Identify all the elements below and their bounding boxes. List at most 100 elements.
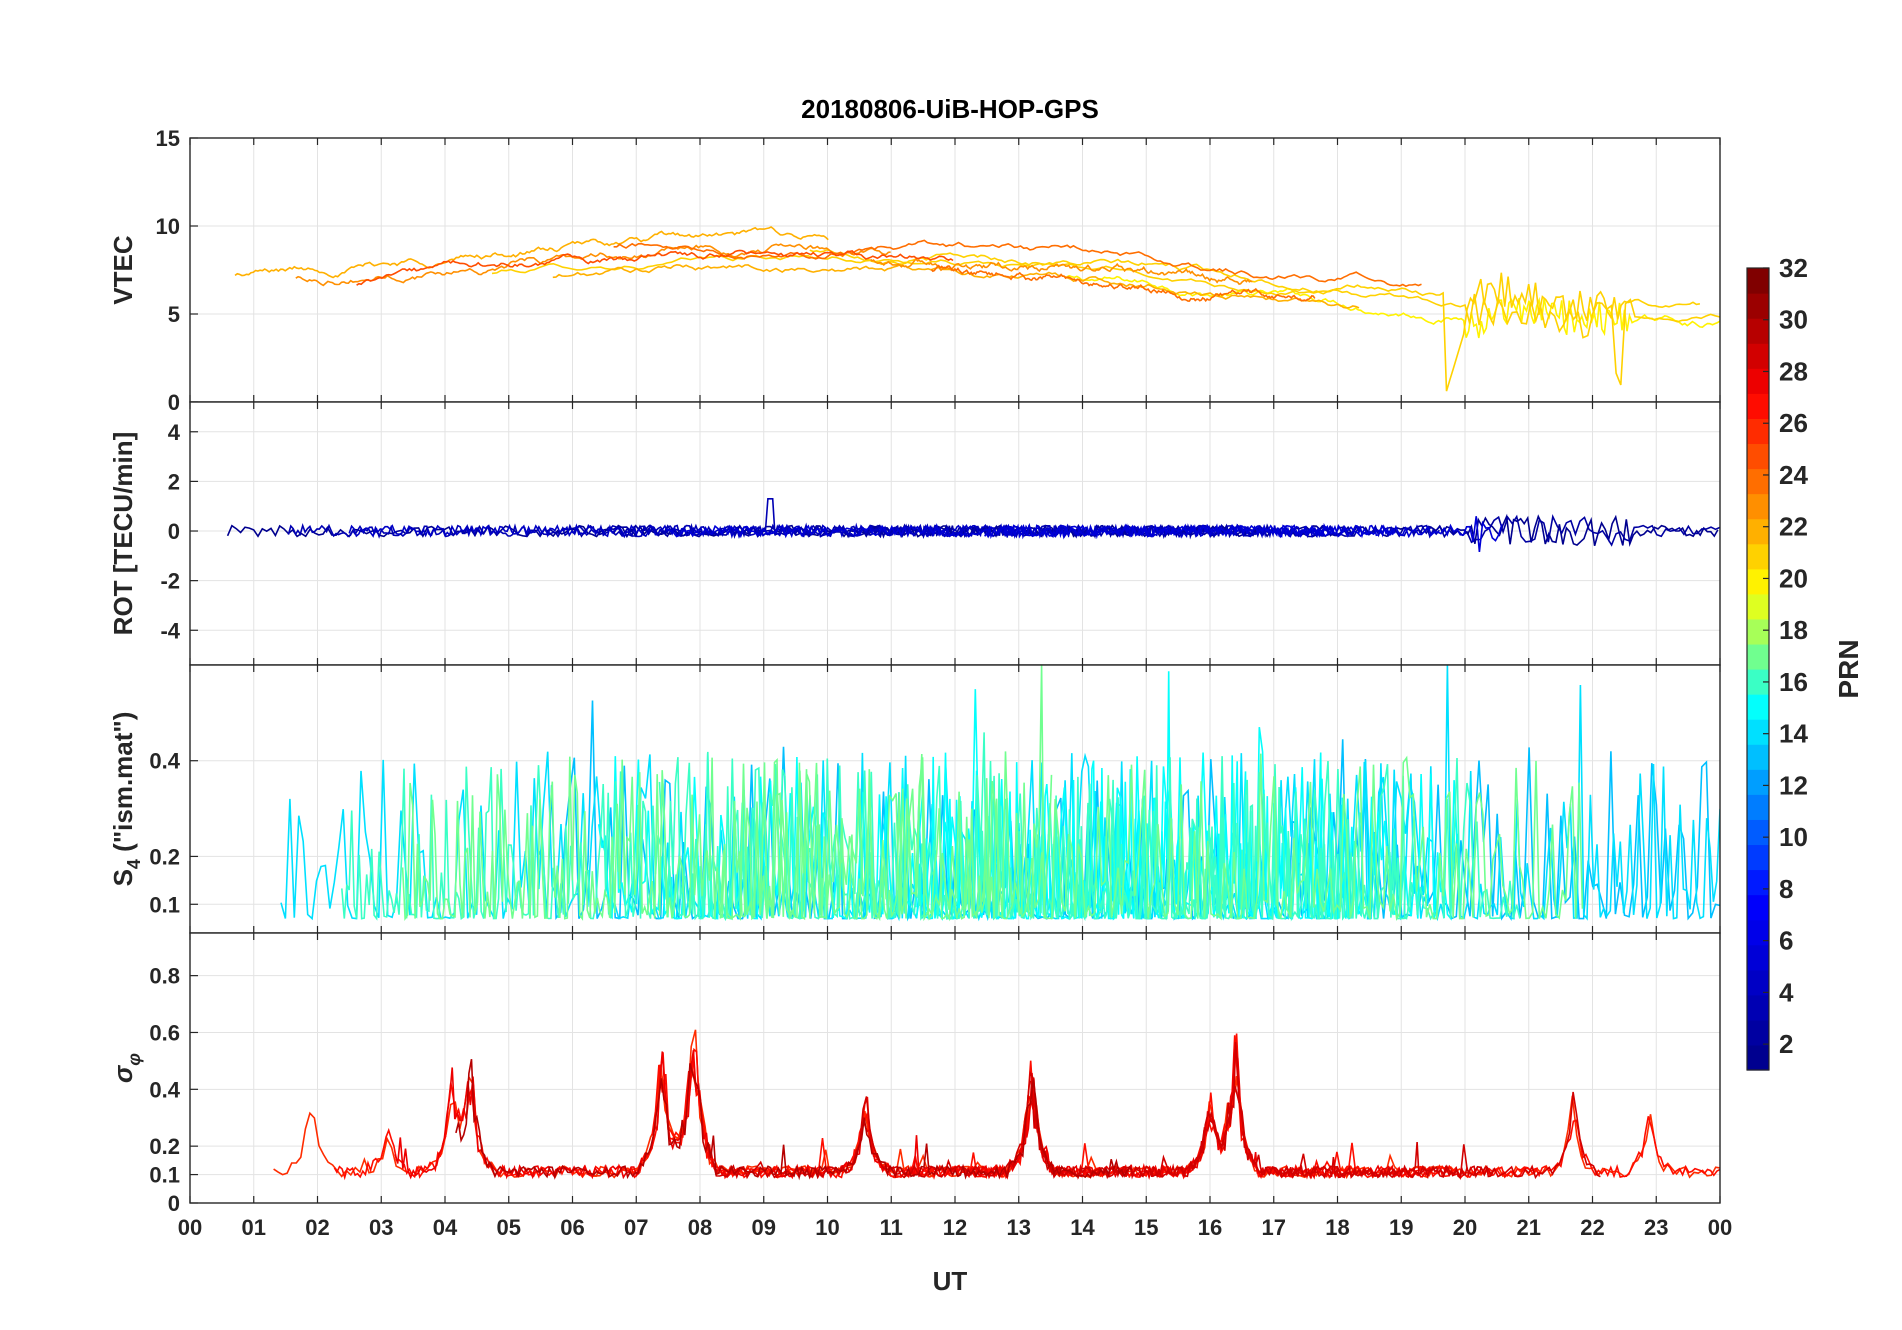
colorbar-segment [1747, 543, 1769, 570]
vtec-ytick-label: 5 [168, 302, 180, 327]
sigma-ytick-label: 0.4 [149, 1077, 180, 1102]
colorbar-tick-label: 26 [1779, 408, 1808, 438]
colorbar-segment [1747, 819, 1769, 846]
colorbar-tick-label: 14 [1779, 719, 1808, 749]
rot-ytick-label: 4 [168, 420, 181, 445]
vtec-series-prn-22 [234, 226, 829, 279]
x-tick-label: 21 [1517, 1215, 1541, 1240]
panel-sigma: 0 0.1 0.2 0.4 0.6 0.8 σφ [108, 932, 1721, 1216]
colorbar-tick-label: 16 [1779, 667, 1808, 697]
colorbar-segment [1747, 393, 1769, 419]
x-tick-label: 02 [305, 1215, 329, 1240]
colorbar-segment [1747, 969, 1769, 996]
colorbar-segment [1747, 493, 1769, 520]
x-tick-label: 07 [624, 1215, 648, 1240]
colorbar-tick-label: 24 [1779, 460, 1808, 490]
rot-traces [226, 498, 1720, 552]
colorbar-segment [1747, 593, 1769, 620]
x-tick-label: 18 [1325, 1215, 1349, 1240]
panel-s4: 0.1 0.2 0.4S4 ("ism.mat") [108, 664, 1721, 934]
colorbar-segment [1747, 719, 1769, 745]
vtec-traces [234, 226, 1720, 392]
rot-series-prn-3 [287, 498, 910, 540]
colorbar-segment [1747, 568, 1769, 595]
x-tick-label: 09 [752, 1215, 776, 1240]
x-tick-label: 14 [1070, 1215, 1095, 1240]
colorbar-segment [1747, 894, 1769, 921]
colorbar-tick-label: 18 [1779, 615, 1808, 645]
colorbar-segment [1747, 744, 1769, 770]
colorbar-segment [1747, 343, 1769, 369]
colorbar-tick-label: 12 [1779, 770, 1808, 800]
vtec-series-prn-24 [613, 239, 1422, 288]
colorbar-segment [1747, 794, 1769, 820]
x-tick-label: 17 [1262, 1215, 1286, 1240]
colorbar-segment [1747, 318, 1769, 344]
colorbar-tick-label: 32 [1779, 253, 1808, 283]
sigma-ylabel-sub: φ [124, 1053, 144, 1066]
panel-rot: -4 -2 0 2 4 ROT [TECU/min] [108, 401, 1721, 666]
x-tick-label: 15 [1134, 1215, 1158, 1240]
sigma-ytick-label: 0.6 [149, 1020, 180, 1045]
s4-ylabel-rest: ("ism.mat") [108, 712, 138, 859]
s4-ytick-label: 0.1 [149, 892, 180, 917]
colorbar-tick-label: 6 [1779, 926, 1793, 956]
sigma-series-prn-29 [1029, 1042, 1495, 1180]
sigma-ylabel-main: σ [108, 1064, 138, 1083]
colorbar-segment [1747, 293, 1769, 319]
rot-ytick-label: 2 [168, 469, 180, 494]
colorbar-tick-label: 28 [1779, 356, 1808, 386]
x-tick-label: 19 [1389, 1215, 1413, 1240]
panels: 0 5 10 15 VTEC -4 -2 0 2 4 ROT [TECU/min] 0.1 0.2 0.4… [108, 126, 1721, 1216]
s4-ytick-label: 0.2 [149, 844, 180, 869]
colorbar-tick-label: 20 [1779, 563, 1808, 593]
colorbar-segment [1747, 468, 1769, 495]
s4-ytick-label: 0.4 [149, 749, 180, 774]
colorbar-tick-label: 30 [1779, 305, 1808, 335]
colorbar-segment [1747, 844, 1769, 871]
rot-ytick-label: -4 [160, 618, 180, 643]
colorbar-segment [1747, 268, 1769, 294]
x-tick-label: 00 [1708, 1215, 1732, 1240]
x-tick-label: 23 [1644, 1215, 1668, 1240]
vtec-ytick-label: 10 [156, 214, 180, 239]
colorbar-segment [1747, 443, 1769, 470]
sigma-ytick-label: 0 [168, 1191, 180, 1216]
x-axis-label: UT [933, 1266, 968, 1296]
x-tick-label: 05 [497, 1215, 521, 1240]
x-tick-label: 00 [178, 1215, 202, 1240]
colorbar-segment [1747, 944, 1769, 971]
vtec-series-prn-21 [809, 248, 1701, 392]
s4-ylabel: S4 ("ism.mat") [108, 712, 144, 887]
s4-traces [280, 665, 1720, 922]
x-tick-label: 04 [433, 1215, 458, 1240]
x-tick-label: 08 [688, 1215, 712, 1240]
sigma-series-prn-28 [394, 1050, 1071, 1180]
x-tick-label: 10 [815, 1215, 839, 1240]
x-tick-label: 03 [369, 1215, 393, 1240]
vtec-series-prn-21 [491, 254, 1720, 386]
s4-series-prn-16 [658, 756, 1521, 922]
x-tick-label: 06 [560, 1215, 584, 1240]
colorbar-segment [1747, 368, 1769, 394]
sigma-traces [273, 1029, 1720, 1181]
sigma-ytick-label: 0.2 [149, 1134, 180, 1159]
colorbar-segment [1747, 418, 1769, 445]
colorbar-segment [1747, 869, 1769, 896]
colorbar-segment [1747, 769, 1769, 795]
x-tick-label: 16 [1198, 1215, 1222, 1240]
rot-ytick-label: -2 [160, 569, 180, 594]
panel-vtec: 0 5 10 15 VTEC [108, 126, 1721, 415]
vtec-series-prn-23 [295, 243, 891, 287]
colorbar-segment [1747, 919, 1769, 946]
x-tick-label: 12 [943, 1215, 967, 1240]
vtec-series-prn-25 [356, 249, 954, 286]
s4-ylabel-sub: 4 [124, 859, 144, 869]
colorbar-tick-label: 4 [1779, 977, 1794, 1007]
vtec-ylabel: VTEC [108, 235, 138, 305]
x-tick-label: 13 [1007, 1215, 1031, 1240]
sigma-series-prn-30 [455, 1058, 1133, 1181]
s4-series-prn-17 [719, 751, 1584, 922]
